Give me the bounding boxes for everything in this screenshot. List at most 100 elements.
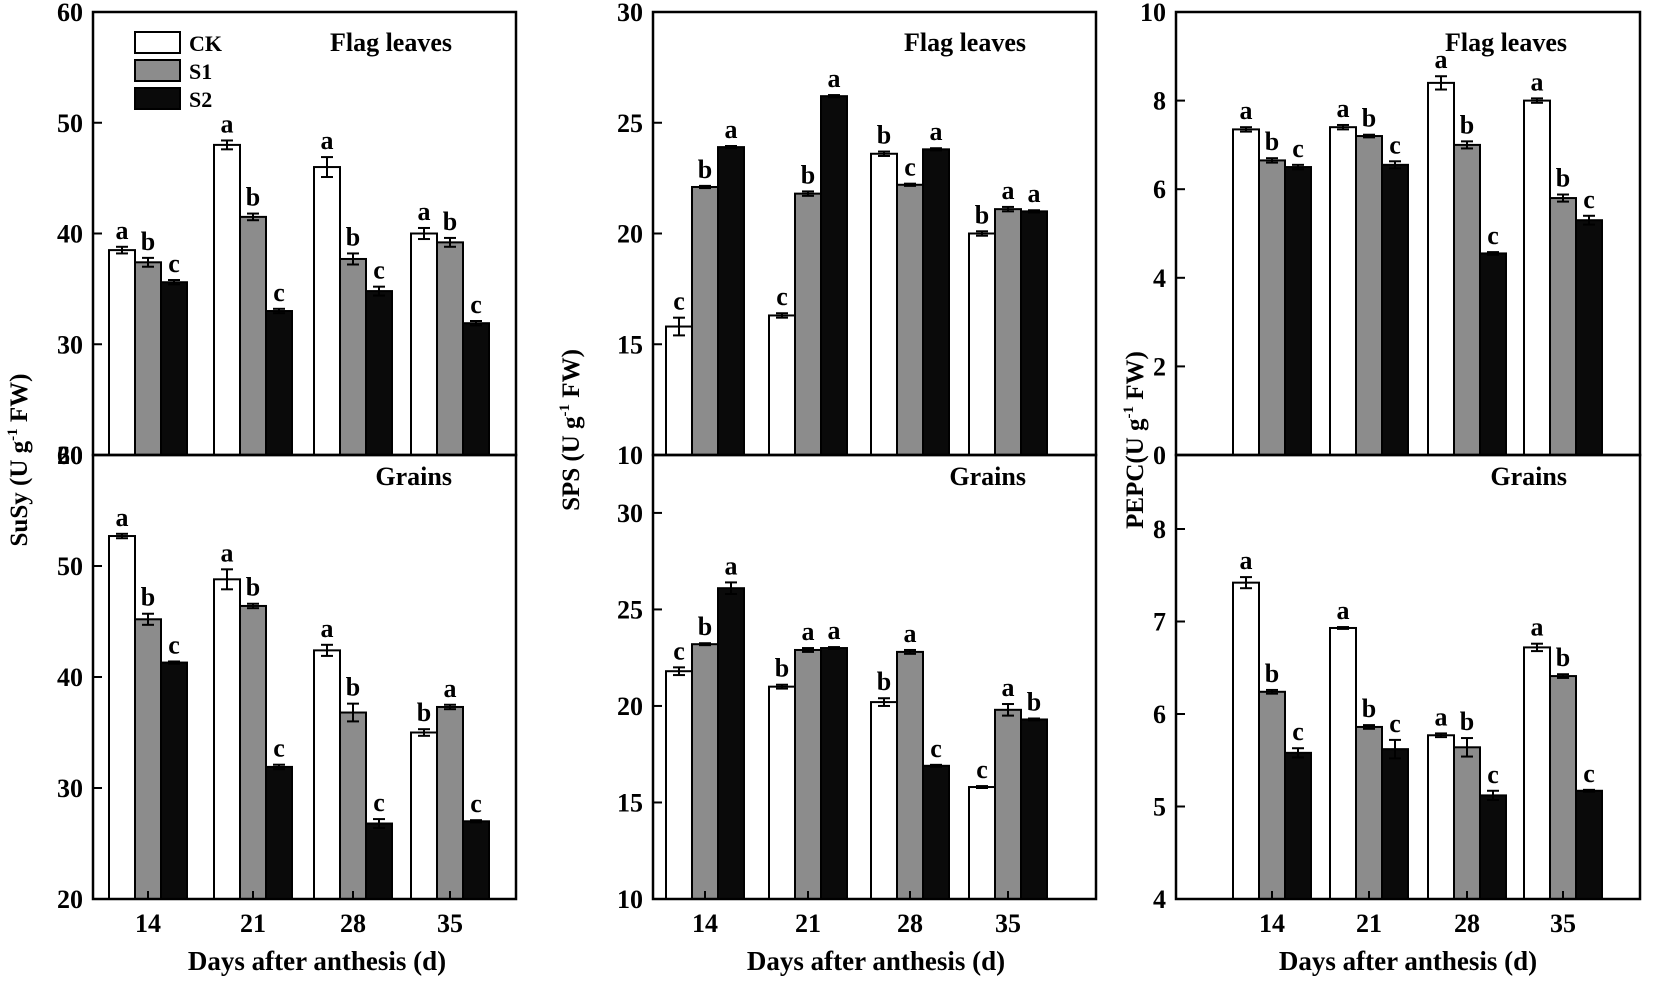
error-bar <box>1435 732 1447 739</box>
y-tick-label: 0 <box>1153 441 1166 470</box>
legend-label-s1: S1 <box>189 59 212 84</box>
x-tick-label: 14 <box>1259 909 1285 938</box>
significance-letter: c <box>1292 134 1304 163</box>
error-bar <box>142 612 154 626</box>
error-bar <box>418 226 430 241</box>
y-tick-label: 4 <box>1153 264 1166 293</box>
x-axis-label-susy: Days after anthesis (d) <box>188 946 446 976</box>
significance-letter: a <box>444 674 457 703</box>
y-tick-label: 40 <box>57 663 83 692</box>
y-tick-label: 20 <box>57 441 83 470</box>
significance-letter: b <box>346 222 360 251</box>
significance-letter: c <box>168 630 180 659</box>
y-axis-label-susy: SuSy (U g-1 FW) <box>5 374 33 547</box>
significance-letter: a <box>1531 67 1544 96</box>
x-tick-label: 14 <box>135 909 161 938</box>
error-bar <box>1557 673 1569 679</box>
x-tick-label: 21 <box>1356 909 1382 938</box>
bar-ck-35 <box>1523 646 1551 901</box>
significance-letter: b <box>877 667 891 696</box>
x-tick-label: 14 <box>692 909 718 938</box>
significance-letter: a <box>1002 673 1015 702</box>
bar-s1-21 <box>794 648 822 901</box>
x-axis-label-sps: Days after anthesis (d) <box>747 946 1005 976</box>
bar-s1-35 <box>1549 197 1577 456</box>
significance-letter: c <box>976 755 988 784</box>
y-tick-label: 20 <box>617 692 643 721</box>
x-tick-label: 35 <box>995 909 1021 938</box>
significance-letter: b <box>417 698 431 727</box>
error-bar <box>1292 747 1304 759</box>
significance-letter: a <box>1435 702 1448 731</box>
bar-s1-35 <box>994 208 1022 456</box>
significance-letter: a <box>1240 546 1253 575</box>
significance-letter: b <box>975 200 989 229</box>
panel-frame <box>651 453 1098 901</box>
significance-letter: a <box>321 126 334 155</box>
x-tick-label: 35 <box>437 909 463 938</box>
y-tick-label: 60 <box>57 0 83 27</box>
error-bar <box>1266 688 1278 695</box>
error-bar <box>116 245 128 255</box>
error-bar <box>878 150 890 157</box>
significance-letter: c <box>373 256 385 285</box>
bar-ck-35 <box>410 731 438 900</box>
bar-ck-28 <box>870 152 898 456</box>
bar-ck-14 <box>665 325 693 456</box>
error-bar <box>878 697 890 707</box>
significance-letter: a <box>1002 176 1015 205</box>
error-bar <box>373 818 385 829</box>
error-bar <box>930 763 942 768</box>
bar-ck-35 <box>410 232 438 456</box>
significance-letter: a <box>904 619 917 648</box>
significance-letter: a <box>1240 96 1253 125</box>
error-bar <box>347 252 359 266</box>
error-bar <box>221 139 233 151</box>
bar-s2-35 <box>462 322 490 456</box>
y-tick-label: 25 <box>617 109 643 138</box>
significance-letter: a <box>930 117 943 146</box>
y-tick-label: 40 <box>57 220 83 249</box>
bar-ck-35 <box>968 786 996 901</box>
error-bar <box>116 532 128 540</box>
significance-letter: a <box>116 216 129 245</box>
x-tick-label: 28 <box>897 909 923 938</box>
significance-letter: b <box>698 612 712 641</box>
y-tick-label: 60 <box>57 441 83 470</box>
significance-letter: a <box>725 551 738 580</box>
significance-letter: a <box>1337 94 1350 123</box>
panel-title: Grains <box>949 462 1026 491</box>
bar-ck-21 <box>213 143 241 456</box>
bar-ck-21 <box>1329 626 1357 900</box>
error-bar <box>470 819 482 824</box>
bar-s1-14 <box>134 618 162 901</box>
legend-swatch-ck <box>134 31 181 54</box>
error-bar <box>418 728 430 737</box>
error-bar <box>976 785 988 789</box>
error-bar <box>673 316 685 337</box>
legend-swatch-s1 <box>134 59 181 82</box>
bar-ck-21 <box>768 685 796 900</box>
bar-s2-35 <box>1020 718 1048 900</box>
error-bar <box>1435 75 1447 91</box>
error-bar <box>1389 160 1401 170</box>
error-bar <box>802 647 814 653</box>
bar-ck-14 <box>108 535 136 901</box>
bar-s1-28 <box>896 650 924 901</box>
y-axis-label-pepc: PEPC(U g-1 FW) <box>1121 351 1149 529</box>
panel-title: Flag leaves <box>1445 28 1567 57</box>
error-bar <box>221 568 233 591</box>
significance-letter: a <box>1531 613 1544 642</box>
legend-swatch-s2 <box>134 87 181 110</box>
error-bar <box>1557 193 1569 203</box>
bar-s2-14 <box>717 146 745 457</box>
bar-s2-14 <box>160 281 188 457</box>
significance-letter: b <box>1027 688 1041 717</box>
significance-letter: b <box>141 583 155 612</box>
bar-ck-35 <box>968 232 996 456</box>
significance-letter: c <box>1487 760 1499 789</box>
error-bar <box>802 190 814 197</box>
